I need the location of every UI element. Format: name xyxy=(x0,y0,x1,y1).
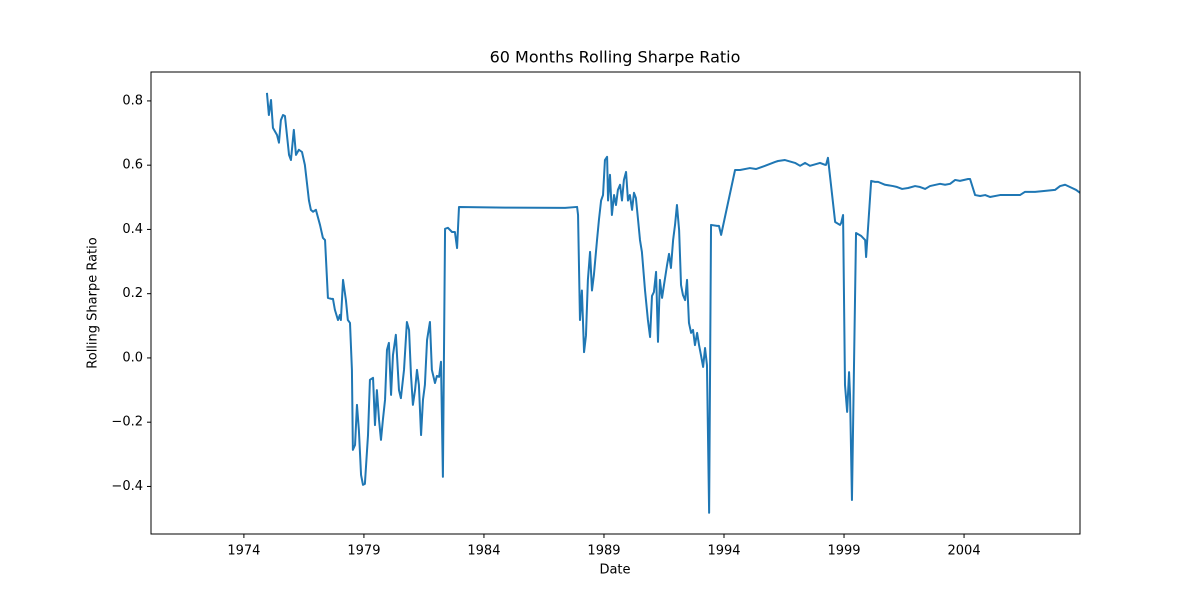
y-tick-label: 0.8 xyxy=(122,93,143,108)
series-line xyxy=(265,92,1081,514)
axes-frame xyxy=(150,71,1081,535)
y-tick-label: 0.2 xyxy=(122,286,143,301)
x-tick-label: 1979 xyxy=(347,544,380,559)
x-tick-label: 1999 xyxy=(827,544,860,559)
y-axis-label: Rolling Sharpe Ratio xyxy=(86,237,101,368)
x-tick-label: 2004 xyxy=(948,544,981,559)
chart-title: 60 Months Rolling Sharpe Ratio xyxy=(490,48,741,67)
x-tick-label: 1974 xyxy=(227,544,260,559)
y-tick-label: −0.4 xyxy=(111,479,143,494)
x-tick-label: 1994 xyxy=(707,544,740,559)
x-tick-label: 1989 xyxy=(587,544,620,559)
x-tick-label: 1984 xyxy=(467,544,500,559)
y-tick-label: 0.6 xyxy=(122,158,143,173)
y-tick-label: −0.2 xyxy=(111,415,143,430)
x-axis-label: Date xyxy=(599,563,630,578)
y-tick-label: 0.4 xyxy=(122,222,143,237)
y-tick-label: 0.0 xyxy=(122,350,143,365)
plot-area: −0.4 −0.2 0.0 0.2 0.4 0.6 0.8 1974 1979 1984 1989 1… xyxy=(111,92,1081,559)
